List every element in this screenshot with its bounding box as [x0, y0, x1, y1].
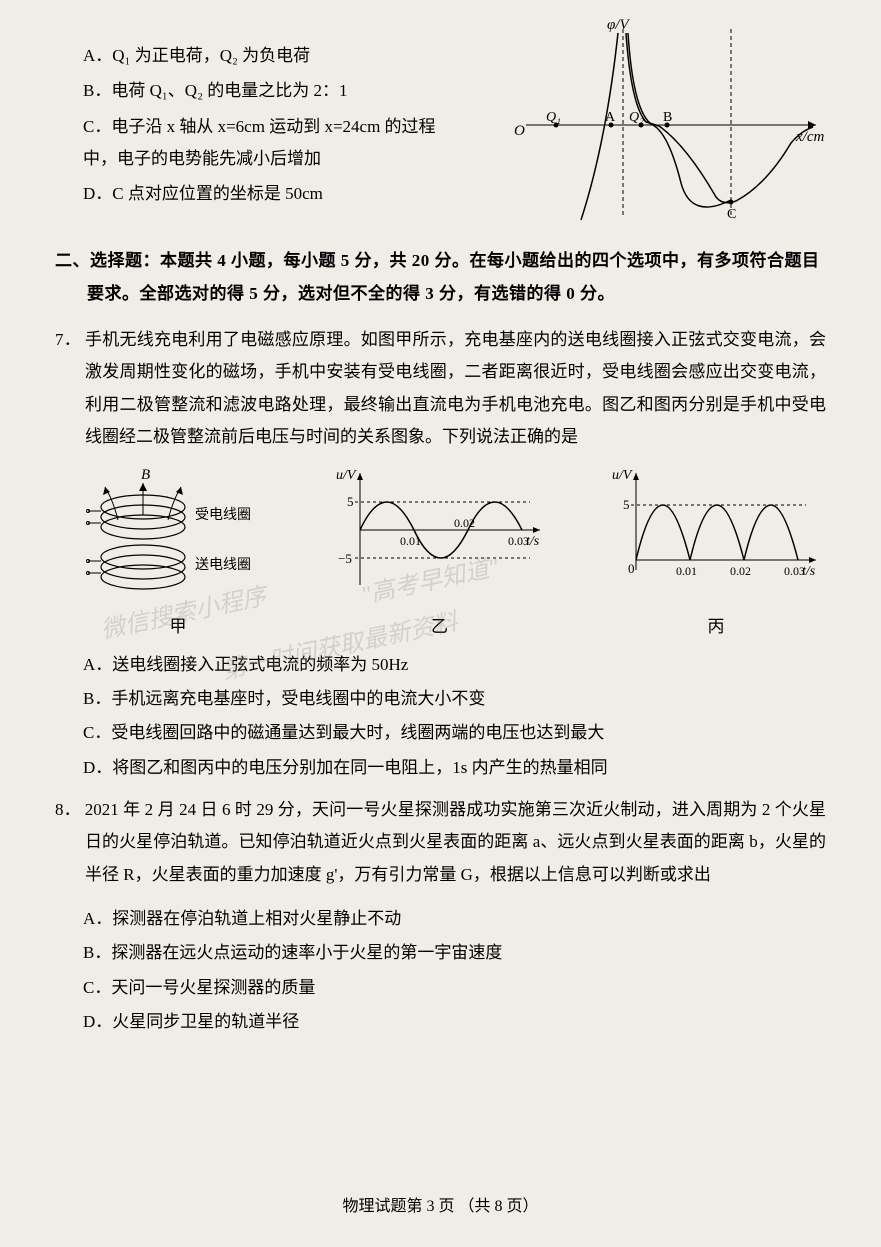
a-label: A — [605, 110, 616, 125]
diagram-bing: u/V t/s 5 0 0.01 0.02 0.03 丙 — [606, 465, 826, 643]
q7-stem: 7．手机无线充电利用了电磁感应原理。如图甲所示，充电基座内的送电线圈接入正弦式交… — [55, 324, 826, 453]
q7-opt-d: D．将图乙和图丙中的电压分别加在同一电阻上，1s 内产生的热量相同 — [83, 752, 826, 784]
q8-opt-c: C．天问一号火星探测器的质量 — [83, 972, 826, 1004]
uv-label-bing: u/V — [612, 468, 633, 483]
diagram-jia: B 受电线圈 送电线圈 — [83, 465, 273, 643]
q1-label: Q₁ — [546, 110, 561, 125]
q6-graph: φ/V x/cm O Q₁ A Q₂ B C — [511, 15, 831, 241]
yi-label: 乙 — [330, 611, 550, 643]
q8-stem: 8．2021 年 2 月 24 日 6 时 29 分，天问一号火星探测器成功实施… — [55, 794, 826, 891]
rect-svg: u/V t/s 5 0 0.01 0.02 0.03 — [606, 465, 826, 595]
q7-text: 手机无线充电利用了电磁感应原理。如图甲所示，充电基座内的送电线圈接入正弦式交变电… — [85, 330, 826, 446]
t3: 0.03 — [508, 534, 529, 548]
q7-opt-b: B．手机远离充电基座时，受电线圈中的电流大小不变 — [83, 683, 826, 715]
q6-opt-d: D．C 点对应位置的坐标是 50cm — [83, 178, 465, 210]
t2: 0.02 — [454, 516, 475, 530]
bt2: 0.02 — [730, 564, 751, 578]
yneg5: −5 — [338, 551, 352, 566]
q8-num: 8． — [55, 800, 81, 819]
q7-num: 7． — [55, 330, 81, 349]
q7-diagrams: B 受电线圈 送电线圈 — [83, 465, 826, 643]
origin-bing: 0 — [628, 561, 635, 576]
bt3: 0.03 — [784, 564, 805, 578]
y5b: 5 — [623, 497, 630, 512]
bt1: 0.01 — [676, 564, 697, 578]
origin-label: O — [514, 123, 525, 139]
y5: 5 — [347, 494, 354, 509]
page-footer: 物理试题第 3 页 （共 8 页） — [0, 1192, 881, 1222]
q8-opt-a: A．探测器在停泊轨道上相对火星静止不动 — [83, 903, 826, 935]
q8-options: A．探测器在停泊轨道上相对火星静止不动 B．探测器在远火点运动的速率小于火星的第… — [55, 903, 826, 1038]
q7-opt-c: C．受电线圈回路中的磁通量达到最大时，线圈两端的电压也达到最大 — [83, 717, 826, 749]
c-label: C — [727, 207, 736, 222]
recv-label: 受电线圈 — [195, 507, 251, 523]
q6-opt-c: C．电子沿 x 轴从 x=6cm 运动到 x=24cm 的过程中，电子的电势能先… — [83, 111, 465, 176]
x-label: x/cm — [795, 129, 824, 145]
q8-text: 2021 年 2 月 24 日 6 时 29 分，天问一号火星探测器成功实施第三… — [85, 800, 826, 884]
potential-graph-svg: φ/V x/cm O Q₁ A Q₂ B C — [511, 15, 831, 230]
sine-svg: u/V t/s 5 −5 0.01 0.02 0.03 — [330, 465, 550, 595]
coil-svg: B 受电线圈 送电线圈 — [83, 465, 273, 595]
q7-options: A．送电线圈接入正弦式电流的频率为 50Hz B．手机远离充电基座时，受电线圈中… — [55, 649, 826, 784]
t1: 0.01 — [400, 534, 421, 548]
section-2-title: 二、选择题：本题共 4 小题，每小题 5 分，共 20 分。在每小题给出的四个选… — [55, 245, 826, 310]
diagram-yi: u/V t/s 5 −5 0.01 0.02 0.03 乙 — [330, 465, 550, 643]
q6-opt-b: B．电荷 Q₁、Q₂ 的电量之比为 2：1 — [83, 75, 465, 107]
q7-opt-a: A．送电线圈接入正弦式电流的频率为 50Hz — [83, 649, 826, 681]
q8-opt-b: B．探测器在远火点运动的速率小于火星的第一宇宙速度 — [83, 937, 826, 969]
q8-opt-d: D．火星同步卫星的轨道半径 — [83, 1006, 826, 1038]
bing-label: 丙 — [606, 611, 826, 643]
q6-opt-a: A．Q₁ 为正电荷，Q₂ 为负电荷 — [83, 40, 465, 72]
q6-options: A．Q₁ 为正电荷，Q₂ 为负电荷 B．电荷 Q₁、Q₂ 的电量之比为 2：1 … — [55, 40, 465, 210]
jia-label: 甲 — [83, 611, 273, 643]
y-label: φ/V — [607, 17, 630, 33]
send-label: 送电线圈 — [195, 557, 251, 573]
b-label: B — [663, 110, 672, 125]
b-field-label: B — [141, 467, 150, 483]
uv-label-yi: u/V — [336, 468, 357, 483]
q2-label: Q₂ — [629, 110, 644, 125]
q6-container: A．Q₁ 为正电荷，Q₂ 为负电荷 B．电荷 Q₁、Q₂ 的电量之比为 2：1 … — [55, 40, 826, 210]
